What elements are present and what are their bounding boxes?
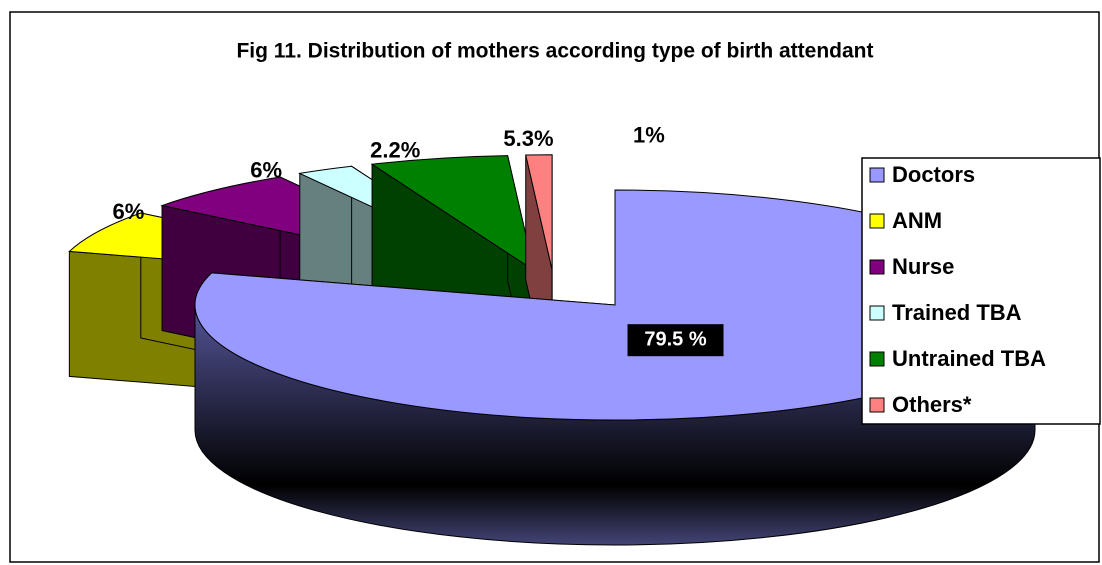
legend-label: Nurse xyxy=(892,254,954,279)
legend-swatch xyxy=(869,351,885,367)
legend-label: Trained TBA xyxy=(892,300,1022,325)
legend-swatch xyxy=(869,397,885,413)
value-label: 2.2% xyxy=(370,137,420,162)
legend-swatch xyxy=(869,213,885,229)
slice-top xyxy=(525,154,553,270)
chart-title: Fig 11. Distribution of mothers accordin… xyxy=(236,40,873,63)
value-label-bg xyxy=(627,324,724,357)
value-label: 5.3% xyxy=(503,126,553,151)
slice-top xyxy=(370,155,535,272)
legend-swatch xyxy=(869,259,885,275)
legend-label: Others* xyxy=(892,392,972,417)
pie-slice xyxy=(194,189,1036,546)
pie: 79.5 % 6% 6% 2.2% 5.3% 1% xyxy=(68,123,1036,546)
value-label: 6% xyxy=(250,158,282,183)
legend-label: Untrained TBA xyxy=(892,346,1046,371)
legend-label: Doctors xyxy=(892,162,975,187)
legend-swatch xyxy=(869,167,885,183)
value-label: 79.5 % xyxy=(644,328,706,350)
value-label: 1% xyxy=(633,123,665,148)
legend-box xyxy=(861,157,1101,425)
legend: Doctors ANM Nurse Trained TBA Untrained TBA O… xyxy=(861,157,1101,425)
legend-swatch xyxy=(869,305,885,321)
legend-label: ANM xyxy=(892,208,942,233)
value-label: 6% xyxy=(113,199,145,224)
